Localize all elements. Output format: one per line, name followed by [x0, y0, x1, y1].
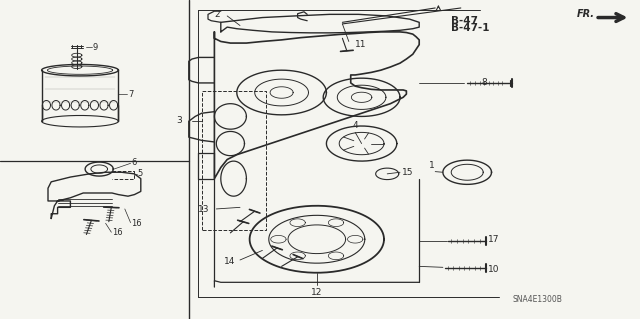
Text: 4: 4: [353, 121, 358, 130]
Text: 6: 6: [131, 158, 136, 167]
Text: 16: 16: [112, 228, 123, 237]
Text: 3: 3: [177, 116, 182, 125]
Text: 1: 1: [429, 161, 435, 170]
Text: 17: 17: [488, 235, 499, 244]
Text: 16: 16: [131, 219, 142, 228]
Text: SNA4E1300B: SNA4E1300B: [513, 295, 563, 304]
Text: 10: 10: [488, 265, 499, 274]
Text: 11: 11: [355, 40, 367, 48]
Text: 13: 13: [198, 205, 210, 214]
Text: 12: 12: [311, 288, 323, 297]
Text: B-47-1: B-47-1: [451, 23, 490, 33]
Text: 5: 5: [138, 169, 143, 178]
Text: 7: 7: [128, 90, 133, 99]
Text: 8: 8: [481, 78, 487, 87]
Text: 2: 2: [214, 10, 220, 19]
Text: FR.: FR.: [577, 9, 595, 19]
Text: B-47: B-47: [451, 16, 478, 26]
Text: 9: 9: [93, 43, 98, 52]
Text: 14: 14: [224, 257, 236, 266]
Text: 15: 15: [402, 168, 413, 177]
